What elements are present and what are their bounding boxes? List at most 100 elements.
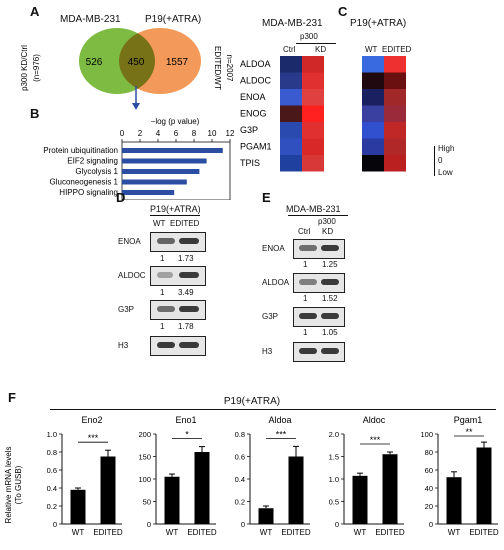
venn-arrow-head xyxy=(132,103,140,110)
mrna-bar xyxy=(164,476,180,524)
blot-e-label-h3: H3 xyxy=(262,347,273,356)
blot-e-aldoa xyxy=(293,273,345,293)
mrna-tick-label: 20 xyxy=(425,502,433,511)
panel-f-ylabel: Relative mRNA levels (To GUSB) xyxy=(4,447,23,524)
blot-e-g3p xyxy=(293,307,345,327)
panel-f-ylabel-line1: Relative mRNA levels xyxy=(4,447,13,524)
mrna-bar xyxy=(352,475,368,524)
mrna-tick-label: 0.6 xyxy=(47,466,57,475)
heatmap-cell xyxy=(362,122,384,139)
mrna-chart-title: Aldoa xyxy=(268,415,291,425)
heatmap-cell xyxy=(302,72,324,89)
blot-d-val: 1.78 xyxy=(178,322,194,331)
heatmap-legend-bar xyxy=(434,146,435,176)
heatmap-col-kd: KD xyxy=(315,45,327,54)
mrna-tick-label: 0.2 xyxy=(47,502,57,511)
venn-left-title: MDA-MB-231 xyxy=(60,14,121,25)
band xyxy=(299,313,317,319)
heatmap-cell xyxy=(384,56,406,73)
blot-d-aldoc xyxy=(150,266,206,286)
band xyxy=(157,238,175,244)
venn-overlap-count: 450 xyxy=(128,57,145,68)
heatmap-cell xyxy=(384,155,406,172)
chart-b-tick-label: 2 xyxy=(138,129,143,138)
mrna-tick-label: 1.0 xyxy=(47,430,57,439)
venn-left-circle xyxy=(79,28,155,94)
blot-e-enoa xyxy=(293,239,345,259)
blot-d-val: 1.73 xyxy=(178,254,194,263)
heatmap-cell xyxy=(302,56,324,73)
mrna-bar xyxy=(446,477,462,524)
blot-e-val: 1.52 xyxy=(322,294,338,303)
heatmap-p300-line xyxy=(296,43,336,44)
heatmap-group1-title: MDA-MB-231 xyxy=(262,18,323,29)
blot-e-lane-sub: p300 xyxy=(318,217,336,226)
blot-e-val: 1.25 xyxy=(322,260,338,269)
band xyxy=(157,306,175,312)
panel-f-title-line xyxy=(50,409,496,410)
mrna-tick-label: 150 xyxy=(138,453,151,462)
venn-diagram: 526 450 1557 xyxy=(79,28,201,110)
mrna-chart-title: Pgam1 xyxy=(454,415,483,425)
mrna-category-label: WT xyxy=(354,528,367,537)
heatmap-legend-low: Low xyxy=(438,168,453,177)
chart-b-tick-label: 10 xyxy=(208,129,217,138)
band xyxy=(321,279,339,285)
blot-e-lane-kd: KD xyxy=(322,227,334,236)
mrna-tick-label: 40 xyxy=(425,484,433,493)
blot-d-lane-wt: WT xyxy=(153,219,166,228)
chart-b-tick-label: 12 xyxy=(226,129,235,138)
mrna-category-label: EDITED xyxy=(187,528,217,537)
blot-e-val: 1.05 xyxy=(322,328,338,337)
heatmap-cell xyxy=(280,155,302,172)
heatmap-cell xyxy=(362,56,384,73)
mrna-tick-label: 0.6 xyxy=(235,453,245,462)
mrna-category-label: EDITED xyxy=(469,528,499,537)
blot-d-val: 1 xyxy=(160,254,165,263)
venn-right-count: 1557 xyxy=(166,57,189,68)
blot-d-title-line xyxy=(150,215,200,216)
panel-f-title: P19(+ATRA) xyxy=(223,396,281,407)
mrna-significance-stars: *** xyxy=(88,433,99,443)
chart-b-bar xyxy=(122,169,200,174)
mrna-category-label: EDITED xyxy=(375,528,405,537)
venn-left-label-line2: (n=976) xyxy=(32,54,41,82)
mrna-bar xyxy=(382,454,398,524)
heatmap-row-label: ALDOA xyxy=(240,59,271,69)
heatmap-cell xyxy=(362,155,384,172)
blot-e-label-enoa: ENOA xyxy=(262,244,285,253)
mrna-significance-stars: ** xyxy=(465,427,473,437)
mrna-tick-label: 0.2 xyxy=(235,498,245,507)
chart-b-bar xyxy=(122,148,223,153)
band xyxy=(157,272,173,278)
heatmap-cell xyxy=(384,105,406,122)
blot-d-label-g3p: G3P xyxy=(118,305,135,314)
mrna-tick-label: 0 xyxy=(241,520,245,529)
mrna-category-label: EDITED xyxy=(93,528,123,537)
heatmap-col-ctrl: Ctrl xyxy=(283,45,296,54)
heatmap-p300-label: p300 xyxy=(300,32,318,41)
heatmap-cell xyxy=(384,89,406,106)
blot-d-g3p xyxy=(150,300,206,320)
band xyxy=(299,279,317,285)
chart-b-category-label: Gluconeogenesis 1 xyxy=(50,178,119,187)
blot-e-label-g3p: G3P xyxy=(262,312,279,321)
blot-e-val: 1 xyxy=(303,294,308,303)
mrna-tick-label: 0.4 xyxy=(235,475,245,484)
panel-b-letter: B xyxy=(30,106,40,121)
mrna-tick-label: 1.0 xyxy=(329,475,339,484)
mrna-tick-label: 100 xyxy=(420,430,433,439)
heatmap-cell xyxy=(280,89,302,106)
blot-d-label-h3: H3 xyxy=(118,341,129,350)
heatmap-cell xyxy=(384,122,406,139)
blot-d-lane-edited: EDITED xyxy=(170,219,200,228)
chart-b-category-label: EIF2 signaling xyxy=(67,157,118,166)
mrna-tick-label: 0 xyxy=(53,520,57,529)
heatmap-cell xyxy=(384,72,406,89)
heatmap-cell xyxy=(302,155,324,172)
heatmap-col-wt: WT xyxy=(365,45,378,54)
blot-e-lane-ctrl: Ctrl xyxy=(298,227,311,236)
mrna-tick-label: 0 xyxy=(429,520,433,529)
panel-e-letter: E xyxy=(262,190,271,205)
chart-b-category-label: Protein ubiquitination xyxy=(43,146,118,155)
